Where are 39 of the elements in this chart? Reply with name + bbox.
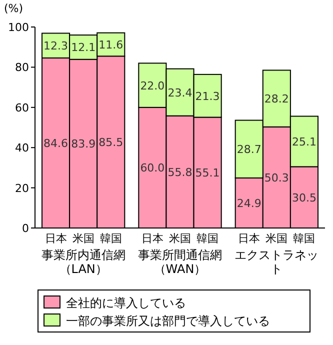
data-label: 83.9: [71, 138, 96, 151]
text: 事業所間通信網（WAN）: [136, 248, 223, 276]
x-tick-label: 日本: [141, 232, 164, 245]
data-label: 25.1: [292, 135, 316, 148]
y-axis-title: (%): [4, 2, 24, 15]
text: エクストラネット: [234, 248, 320, 276]
data-label: 60.0: [140, 162, 165, 175]
data-label: 12.3: [44, 40, 68, 53]
data-label: 24.9: [236, 196, 262, 210]
x-tick-label: 米国: [169, 232, 191, 245]
y-tick-label: 100: [8, 21, 29, 34]
y-tick-label: 20: [15, 182, 29, 195]
x-tick-label: 米国: [266, 232, 288, 245]
data-label: 28.7: [236, 143, 262, 156]
y-tick-label: 80: [15, 61, 29, 74]
data-label: 21.3: [195, 90, 220, 103]
data-label: 28.2: [264, 92, 289, 106]
data-label: 23.4: [168, 86, 192, 100]
data-label: 55.8: [168, 166, 192, 179]
x-tick-label: 韓国: [100, 232, 122, 245]
x-tick-label: 韓国: [293, 232, 316, 245]
x-tick-label: 韓国: [196, 232, 219, 245]
legend-label: 一部の事業所又は部門で導入している: [66, 314, 270, 328]
y-tick-label: 40: [15, 142, 29, 155]
data-label: 55.1: [195, 166, 220, 180]
x-tick-label: 米国: [72, 232, 94, 245]
y-tick-label: 60: [15, 101, 29, 114]
data-label: 85.5: [98, 136, 124, 150]
legend-label: 全社的に導入している: [66, 296, 186, 310]
x-tick-label: 日本: [44, 232, 67, 245]
data-label: 30.5: [292, 191, 316, 204]
text: 事業所内通信網（LAN）: [40, 248, 126, 276]
data-label: 12.1: [71, 41, 96, 54]
data-label: 11.6: [98, 38, 124, 52]
x-tick-label: 日本: [238, 232, 260, 245]
y-tick-label: 0: [22, 222, 29, 235]
data-label: 50.3: [264, 171, 289, 184]
data-label: 22.0: [140, 79, 165, 92]
data-label: 84.6: [44, 136, 68, 150]
